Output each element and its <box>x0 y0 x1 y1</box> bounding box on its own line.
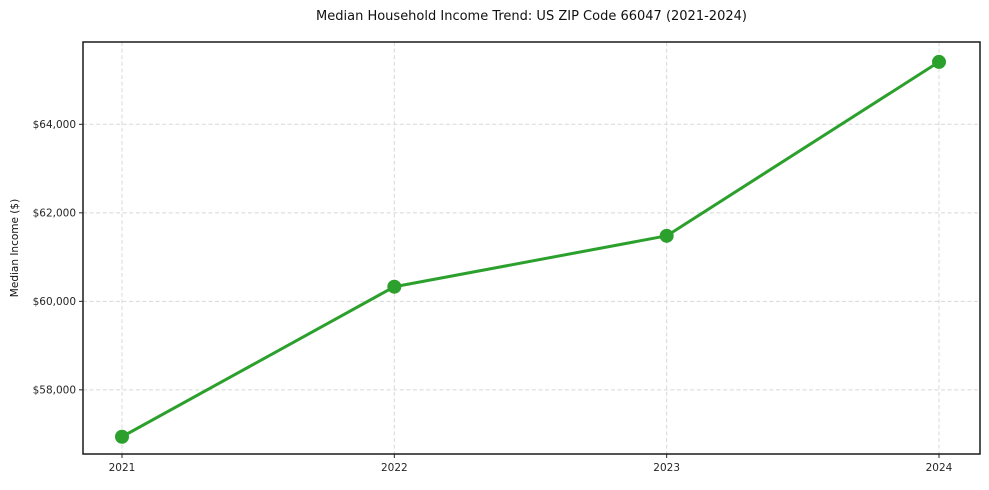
data-point-2021 <box>115 429 129 444</box>
x-tick-label: 2024 <box>926 462 953 474</box>
data-point-2023 <box>659 228 674 243</box>
x-tick-label: 2021 <box>109 462 136 474</box>
y-tick-label: $64,000 <box>33 119 76 131</box>
median-household-income-trend-line <box>120 60 941 439</box>
data-point-2024 <box>932 54 946 69</box>
plot-border <box>82 41 981 455</box>
chart-title: Median Household Income Trend: US ZIP Co… <box>316 9 747 24</box>
data-point-2022 <box>387 279 402 294</box>
x-tick-label: 2022 <box>381 462 408 474</box>
y-tick-label: $58,000 <box>33 384 76 396</box>
y-tick-label: $60,000 <box>33 296 76 308</box>
y-tick-label: $62,000 <box>33 207 76 219</box>
x-tick-label: 2023 <box>653 462 680 474</box>
